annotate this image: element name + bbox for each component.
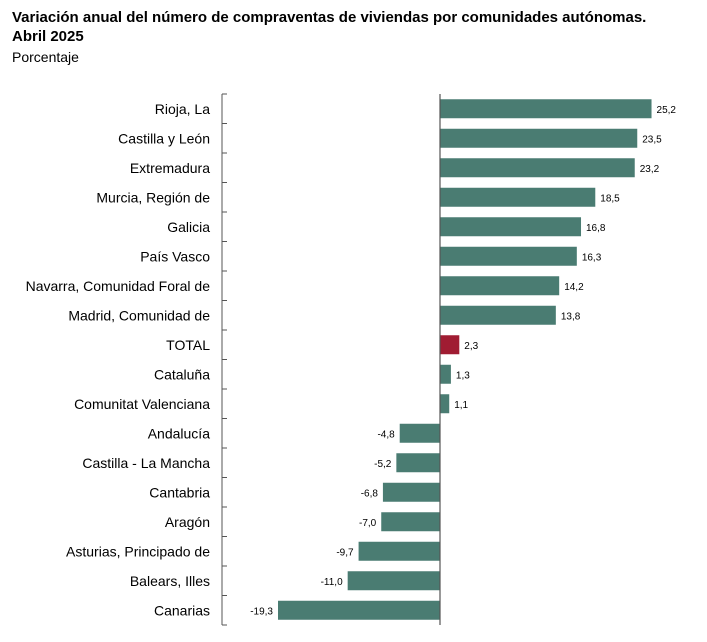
chart-subtitle: Porcentaje [12,49,79,65]
value-label: 16,8 [586,223,606,234]
value-label: -7,0 [359,518,377,529]
bar [381,512,440,532]
chart-title: Variación anual del número de compravent… [12,8,646,46]
category-label: Canarias [154,602,210,618]
value-label: -11,0 [321,577,343,588]
value-label: 23,2 [640,164,660,175]
bar [440,276,560,296]
bar [440,217,582,237]
chart-title-line-1: Variación anual del número de compravent… [12,9,647,26]
value-label: 18,5 [600,193,620,204]
category-label: Balears, Illes [130,573,210,589]
category-label: Andalucía [148,425,210,441]
category-label: Cataluña [154,366,210,382]
value-label: 2,3 [464,341,478,352]
category-label: Castilla y León [118,130,210,146]
value-label: 1,3 [456,370,470,381]
category-label: Cantabria [149,484,210,500]
bar [440,246,577,266]
value-label: 25,2 [657,105,677,116]
value-label: -9,7 [336,547,354,558]
category-label: Comunitat Valenciana [74,396,210,412]
category-label: Navarra, Comunidad Foral de [26,278,211,294]
category-label: País Vasco [140,248,210,264]
category-label: Galicia [167,219,210,235]
bar [396,453,440,473]
bar [358,541,440,561]
category-label: Madrid, Comunidad de [68,307,210,323]
value-label: 14,2 [564,282,584,293]
value-label: -5,2 [374,459,392,470]
bar [440,128,638,148]
value-label: 16,3 [582,252,602,263]
category-label: Asturias, Principado de [66,543,210,559]
category-label: Extremadura [130,160,210,176]
bar [278,600,440,620]
value-label: -19,3 [250,606,273,617]
chart-title-line-2: Abril 2025 [12,28,84,45]
value-label: 13,8 [561,311,581,322]
bar [440,187,596,207]
category-label: Castilla - La Mancha [82,455,210,471]
bar [440,364,451,384]
bar [440,394,450,414]
value-label: 1,1 [454,400,468,411]
category-label: TOTAL [166,337,210,353]
bar [347,571,440,591]
bar [440,158,635,178]
bar [440,335,460,355]
bar [399,423,440,443]
bar [382,482,440,502]
bar [440,99,652,119]
category-label: Murcia, Región de [96,189,210,205]
value-label: -4,8 [377,429,395,440]
bar [440,305,556,325]
category-label: Aragón [165,514,210,530]
value-label: 23,5 [642,134,662,145]
value-label: -6,8 [361,488,379,499]
category-label: Rioja, La [155,101,210,117]
